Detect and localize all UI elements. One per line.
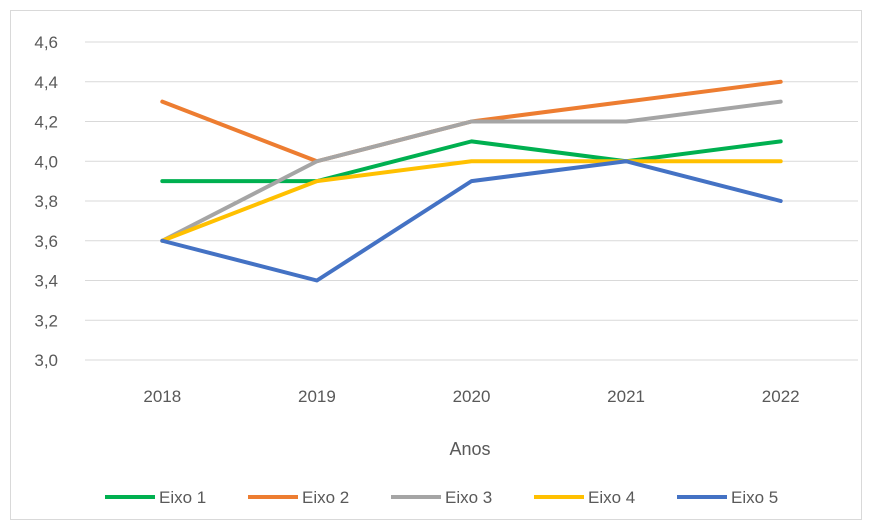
y-axis-tick-labels: 3,0 3,2 3,4 3,6 3,8 4,0 4,2 4,4 4,6 (34, 33, 58, 370)
chart-frame (10, 10, 862, 520)
series-line-eixo-3 (160, 99, 783, 243)
x-axis-title: Anos (449, 439, 490, 459)
x-tick-label: 2019 (298, 387, 336, 406)
series-lines (160, 79, 783, 283)
x-tick-label: 2018 (143, 387, 181, 406)
legend-label: Eixo 5 (731, 488, 778, 507)
legend-label: Eixo 3 (445, 488, 492, 507)
y-tick-label: 3,2 (34, 311, 58, 330)
y-tick-label: 4,0 (34, 152, 58, 171)
y-tick-label: 4,4 (34, 73, 58, 92)
legend-item: Eixo 1 (105, 488, 206, 507)
y-tick-label: 3,6 (34, 232, 58, 251)
legend-label: Eixo 4 (588, 488, 635, 507)
x-tick-label: 2022 (762, 387, 800, 406)
legend-item: Eixo 5 (677, 488, 778, 507)
series-line-eixo-4 (160, 159, 783, 243)
legend-item: Eixo 2 (248, 488, 349, 507)
x-tick-label: 2020 (453, 387, 491, 406)
legend-label: Eixo 1 (159, 488, 206, 507)
legend: Eixo 1 Eixo 2 Eixo 3 Eixo 4 Eixo 5 (105, 488, 778, 507)
x-axis-tick-labels: 2018 2019 2020 2021 2022 (143, 387, 799, 406)
legend-item: Eixo 4 (534, 488, 635, 507)
gridlines (85, 41, 858, 361)
series-line-eixo-5 (160, 159, 783, 283)
legend-item: Eixo 3 (391, 488, 492, 507)
x-tick-label: 2021 (607, 387, 645, 406)
y-tick-label: 4,2 (34, 113, 58, 132)
y-tick-label: 3,4 (34, 272, 58, 291)
y-tick-label: 3,0 (34, 351, 58, 370)
legend-label: Eixo 2 (302, 488, 349, 507)
y-tick-label: 3,8 (34, 192, 58, 211)
series-line-eixo-1 (160, 139, 783, 184)
y-tick-label: 4,6 (34, 33, 58, 52)
